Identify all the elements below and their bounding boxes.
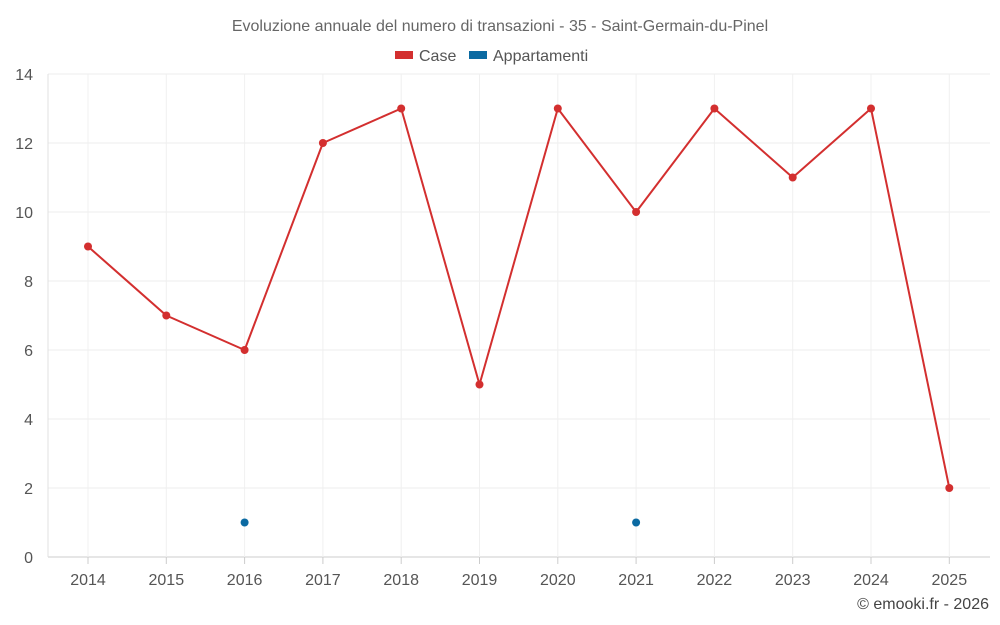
data-point-case[interactable]: [240, 346, 249, 354]
x-tick-label: 2025: [932, 572, 968, 589]
series: [84, 104, 954, 527]
credit: © emooki.fr - 2026: [857, 596, 989, 613]
x-tick-label: 2017: [305, 572, 341, 589]
legend-label-appartamenti: Appartamenti: [493, 48, 588, 65]
x-tick-label: 2024: [853, 572, 889, 589]
legend-item-case[interactable]: Case: [395, 48, 456, 65]
y-tick-label: 10: [15, 205, 33, 222]
data-point-case[interactable]: [945, 484, 954, 492]
y-tick-label: 6: [24, 343, 33, 360]
x-tick-label: 2018: [383, 572, 419, 589]
y-tick-label: 12: [15, 136, 33, 153]
data-point-case[interactable]: [553, 104, 562, 113]
y-tick-label: 8: [24, 274, 33, 291]
x-tick-label: 2023: [775, 572, 811, 589]
x-tick-label: 2016: [227, 572, 263, 589]
data-point-case[interactable]: [867, 104, 875, 113]
legend-swatch-appartamenti: [469, 51, 487, 59]
x-tick-label: 2015: [149, 572, 185, 589]
x-tick-label: 2020: [540, 572, 576, 589]
data-point-case[interactable]: [710, 104, 719, 113]
x-tick-label: 2019: [462, 572, 498, 589]
legend-label-case: Case: [419, 48, 456, 65]
data-point-appartamenti[interactable]: [240, 518, 249, 527]
data-point-case[interactable]: [397, 104, 406, 113]
legend: Case Appartamenti: [395, 48, 588, 65]
data-point-appartamenti[interactable]: [632, 518, 641, 527]
x-tick-label: 2021: [618, 572, 654, 589]
x-tick-label: 2022: [697, 572, 733, 589]
data-point-case[interactable]: [84, 242, 92, 251]
data-point-case[interactable]: [475, 380, 484, 389]
legend-swatch-case: [395, 51, 413, 59]
grid: [48, 73, 990, 558]
axes: 0 2 4 6 8 10 12 14 2014 2015 2016 2017 2018 2019 2020 2…: [15, 67, 967, 589]
y-tick-label: 4: [24, 412, 33, 429]
series-line-case: [87, 107, 951, 489]
chart-title: Evoluzione annuale del numero di transaz…: [232, 18, 768, 35]
data-point-case[interactable]: [162, 311, 171, 320]
y-tick-label: 0: [24, 550, 33, 567]
y-tick-label: 14: [15, 67, 33, 84]
data-point-case[interactable]: [318, 139, 327, 147]
x-tick-label: 2014: [70, 572, 106, 589]
legend-item-appartamenti[interactable]: Appartamenti: [469, 48, 588, 65]
data-point-case[interactable]: [632, 208, 641, 216]
data-point-case[interactable]: [788, 173, 797, 182]
y-tick-label: 2: [24, 481, 33, 498]
